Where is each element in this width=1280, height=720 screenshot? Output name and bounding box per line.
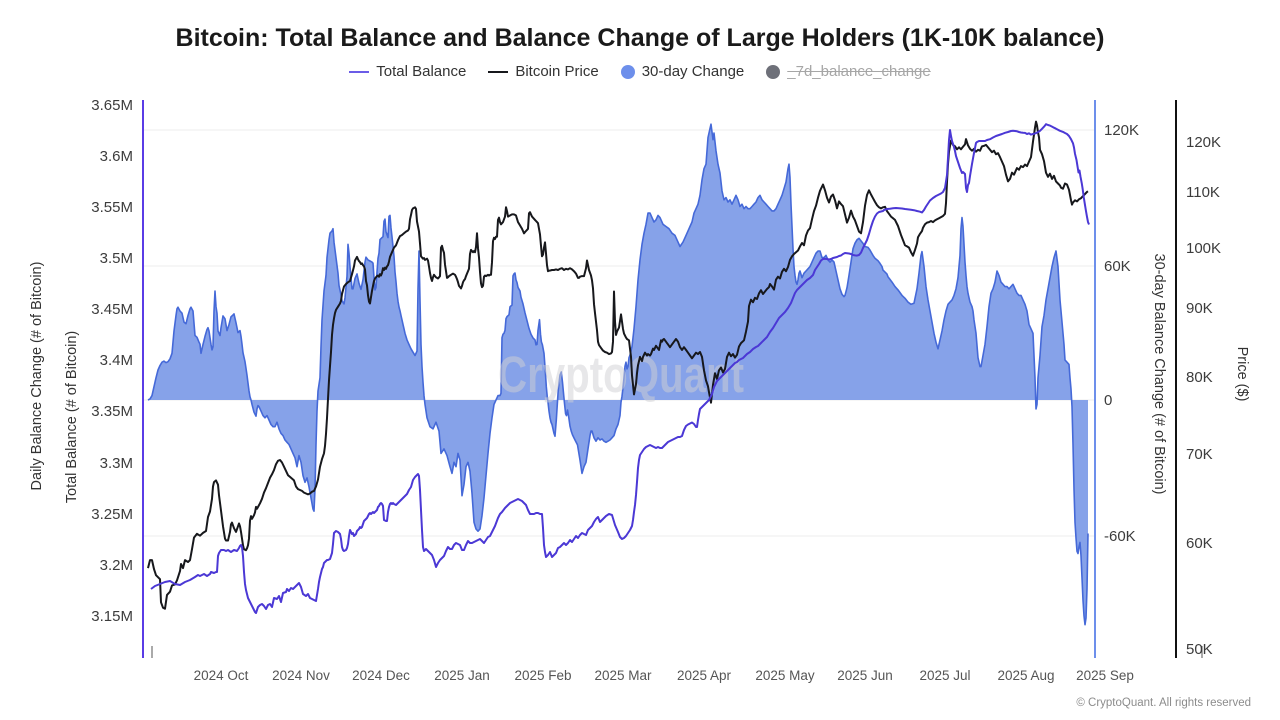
- svg-text:3.4M: 3.4M: [100, 352, 133, 369]
- svg-text:2025 Apr: 2025 Apr: [677, 668, 732, 683]
- svg-text:2024 Nov: 2024 Nov: [272, 668, 330, 683]
- svg-text:3.2M: 3.2M: [100, 557, 133, 574]
- svg-text:3.45M: 3.45M: [91, 301, 133, 318]
- svg-text:2025 Jun: 2025 Jun: [837, 668, 893, 683]
- svg-text:2025 Jan: 2025 Jan: [434, 668, 490, 683]
- svg-text:CryptoQuant: CryptoQuant: [498, 346, 744, 403]
- svg-text:100K: 100K: [1186, 240, 1221, 257]
- svg-text:2025 Feb: 2025 Feb: [514, 668, 571, 683]
- svg-text:Total Balance (# of Bitcoin): Total Balance (# of Bitcoin): [64, 331, 80, 503]
- svg-text:3.55M: 3.55M: [91, 199, 133, 216]
- svg-text:3.35M: 3.35M: [91, 403, 133, 420]
- svg-text:2025 Jul: 2025 Jul: [919, 668, 970, 683]
- svg-text:60K: 60K: [1186, 535, 1213, 552]
- svg-text:2025 Mar: 2025 Mar: [594, 668, 652, 683]
- svg-text:110K: 110K: [1186, 184, 1220, 201]
- svg-text:70K: 70K: [1186, 446, 1213, 463]
- svg-text:0: 0: [1104, 392, 1112, 409]
- svg-text:3.25M: 3.25M: [91, 506, 133, 523]
- svg-text:Price ($): Price ($): [1234, 347, 1250, 402]
- svg-text:50K: 50K: [1186, 641, 1213, 658]
- svg-text:30-day Balance Change (# of Bi: 30-day Balance Change (# of Bitcoin): [1151, 253, 1167, 494]
- svg-text:Daily Balance Change (# of Bit: Daily Balance Change (# of Bitcoin): [29, 262, 45, 491]
- svg-text:2024 Dec: 2024 Dec: [352, 668, 410, 683]
- svg-text:-60K: -60K: [1104, 528, 1136, 545]
- svg-text:2025 Sep: 2025 Sep: [1076, 668, 1134, 683]
- svg-text:3.15M: 3.15M: [91, 608, 133, 625]
- svg-text:90K: 90K: [1186, 300, 1213, 317]
- svg-text:120K: 120K: [1104, 122, 1139, 139]
- svg-text:120K: 120K: [1186, 134, 1221, 151]
- svg-text:2025 May: 2025 May: [755, 668, 815, 683]
- svg-text:3.6M: 3.6M: [100, 148, 133, 165]
- svg-text:60K: 60K: [1104, 258, 1131, 275]
- svg-text:2024 Oct: 2024 Oct: [194, 668, 249, 683]
- svg-text:80K: 80K: [1186, 369, 1213, 386]
- svg-text:3.5M: 3.5M: [100, 250, 133, 267]
- svg-text:3.65M: 3.65M: [91, 97, 133, 114]
- svg-text:3.3M: 3.3M: [100, 455, 133, 472]
- svg-text:2025 Aug: 2025 Aug: [997, 668, 1054, 683]
